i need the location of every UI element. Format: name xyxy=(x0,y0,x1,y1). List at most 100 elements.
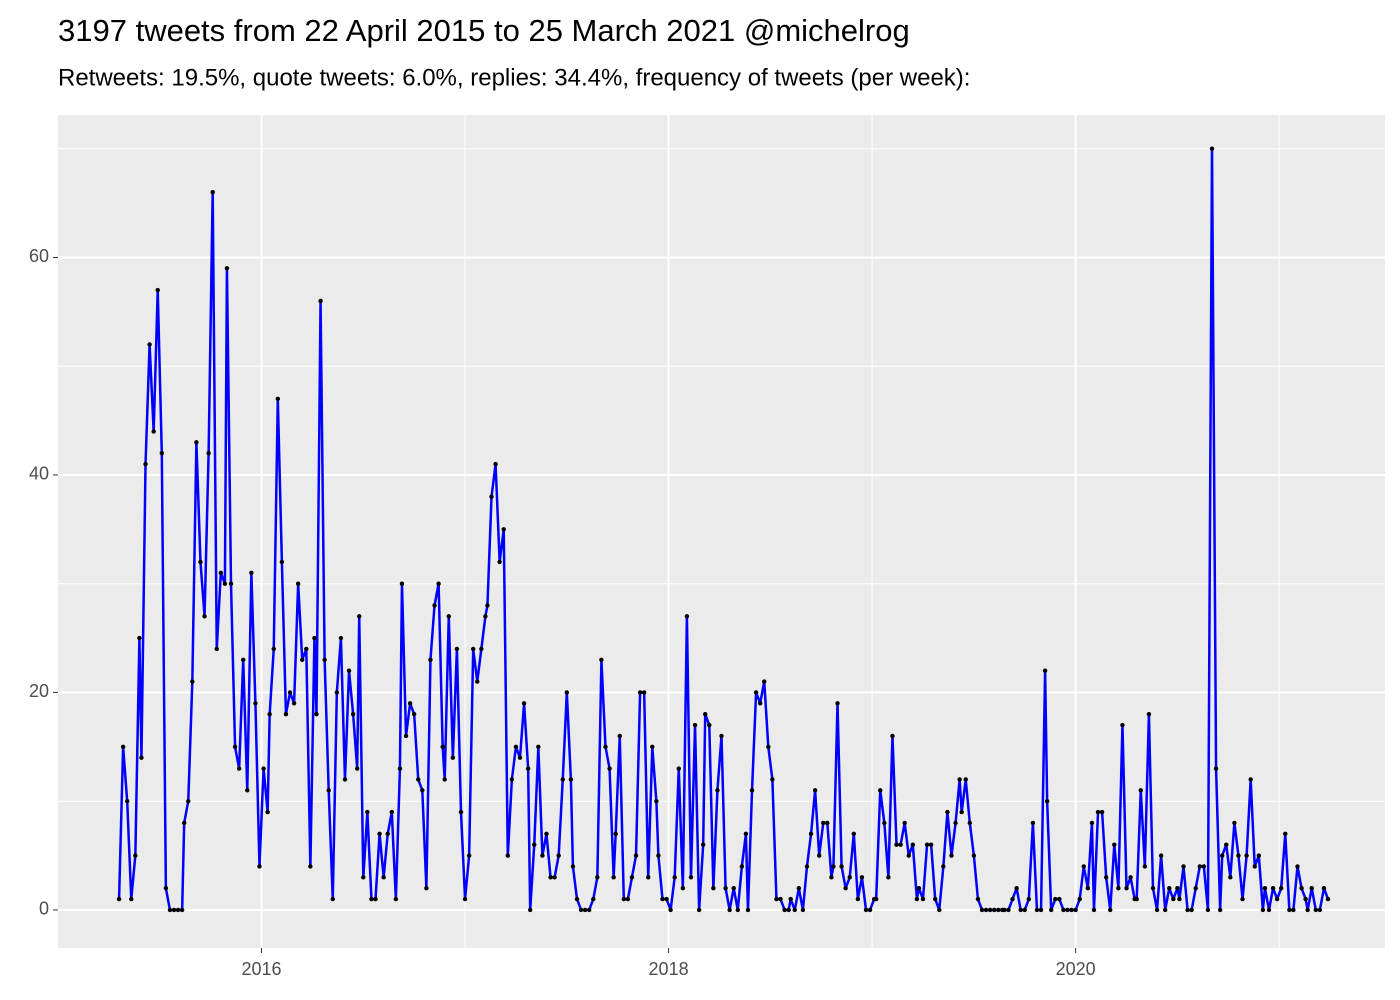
data-point xyxy=(120,744,126,750)
data-point xyxy=(261,766,266,771)
data-point xyxy=(587,907,592,913)
data-point xyxy=(766,744,771,750)
data-point xyxy=(1185,907,1190,913)
data-point xyxy=(692,722,698,728)
data-point xyxy=(470,646,476,652)
data-point xyxy=(1142,864,1148,869)
data-point xyxy=(190,679,195,684)
data-point xyxy=(462,896,468,902)
data-point xyxy=(983,907,989,913)
data-point xyxy=(1134,896,1139,902)
data-point xyxy=(745,907,751,913)
data-point xyxy=(894,842,899,847)
x-tick-label: 2018 xyxy=(649,959,689,979)
data-point xyxy=(446,614,451,619)
data-point xyxy=(1108,907,1113,913)
data-point xyxy=(696,907,702,913)
data-point xyxy=(953,820,958,826)
data-point xyxy=(440,744,445,750)
data-point xyxy=(582,907,588,913)
data-point xyxy=(271,646,276,652)
data-point xyxy=(475,679,480,684)
data-point xyxy=(902,820,907,826)
data-point xyxy=(151,429,156,434)
data-point xyxy=(941,864,946,869)
data-point xyxy=(945,809,950,815)
y-tick-label: 20 xyxy=(29,681,49,701)
data-point xyxy=(967,820,973,826)
data-point xyxy=(544,831,549,837)
data-point xyxy=(591,896,596,902)
data-point xyxy=(330,896,335,902)
data-point xyxy=(267,711,272,717)
data-point xyxy=(1026,896,1032,902)
data-point xyxy=(906,853,911,858)
data-point xyxy=(646,875,651,880)
data-point xyxy=(210,190,215,195)
data-point xyxy=(723,885,728,891)
data-point xyxy=(1077,896,1082,902)
data-point xyxy=(676,766,681,771)
data-point xyxy=(1022,907,1027,913)
data-point xyxy=(603,744,608,750)
data-point xyxy=(552,875,557,880)
data-point xyxy=(517,755,523,760)
data-point xyxy=(179,907,185,913)
data-point xyxy=(1095,809,1101,815)
data-point xyxy=(167,907,173,913)
data-point xyxy=(963,777,968,782)
data-point xyxy=(1193,885,1198,891)
data-point xyxy=(1065,907,1070,913)
data-point xyxy=(788,896,793,902)
data-point xyxy=(228,581,234,586)
data-point xyxy=(381,875,386,880)
data-point xyxy=(1128,875,1133,880)
data-point xyxy=(1069,907,1074,913)
data-point xyxy=(731,885,736,891)
data-point xyxy=(214,646,219,652)
data-point xyxy=(1217,907,1223,913)
data-point xyxy=(1260,907,1266,913)
data-point xyxy=(914,896,920,902)
chart-subtitle: Retweets: 19.5%, quote tweets: 6.0%, rep… xyxy=(58,64,970,91)
data-point xyxy=(812,788,818,793)
data-point xyxy=(466,853,472,858)
data-point xyxy=(672,875,677,880)
data-point xyxy=(308,864,313,869)
data-point xyxy=(851,831,856,837)
data-point xyxy=(186,798,191,804)
data-point xyxy=(1219,853,1225,858)
x-tick-label: 2020 xyxy=(1056,959,1096,979)
data-point xyxy=(1116,885,1121,891)
data-point xyxy=(265,809,270,815)
data-point xyxy=(707,722,712,728)
data-point xyxy=(334,690,340,695)
data-point xyxy=(532,842,537,847)
data-point xyxy=(1162,907,1168,913)
data-point xyxy=(949,853,954,858)
data-point xyxy=(493,461,498,467)
data-point xyxy=(749,788,755,793)
data-point xyxy=(1073,907,1078,913)
data-point xyxy=(711,885,716,891)
data-point xyxy=(450,755,456,760)
data-point xyxy=(403,733,409,739)
data-point xyxy=(342,777,348,782)
data-point xyxy=(521,701,527,706)
data-point xyxy=(782,907,787,913)
data-point xyxy=(428,657,433,663)
data-point xyxy=(218,570,224,576)
data-point xyxy=(1266,907,1272,913)
data-point xyxy=(1232,820,1237,826)
data-point xyxy=(1287,907,1292,913)
data-point xyxy=(825,820,830,826)
data-point xyxy=(774,896,779,902)
data-point xyxy=(411,711,417,717)
data-point xyxy=(613,831,618,837)
data-point xyxy=(1171,896,1176,902)
data-point xyxy=(920,896,926,902)
data-point xyxy=(654,798,659,804)
data-point xyxy=(1213,766,1219,771)
data-point xyxy=(436,581,441,586)
data-point xyxy=(1244,853,1249,858)
